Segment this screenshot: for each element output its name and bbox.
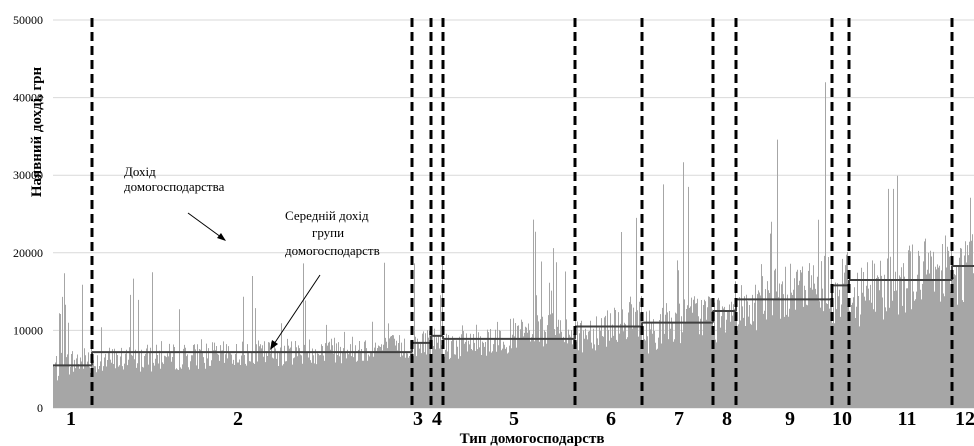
y-axis-title: Наявний дохді, грн <box>29 66 45 197</box>
group-label-5: 5 <box>509 408 519 430</box>
income-bars-group-8 <box>713 281 736 408</box>
y-tick-label: 30000 <box>13 168 43 182</box>
annotation-household-income-line-2: домогосподарства <box>124 179 225 194</box>
annotation-household-income-arrowhead <box>217 233 226 241</box>
y-tick-label: 50000 <box>13 13 43 27</box>
income-bars-group-12 <box>952 197 974 408</box>
annotation-group-mean-arrowhead <box>270 340 278 350</box>
group-label-8: 8 <box>722 408 732 430</box>
y-tick-label: 10000 <box>13 323 43 337</box>
income-bars-group-10 <box>832 252 849 408</box>
income-bars-group-4 <box>431 260 443 408</box>
income-bars-group-2 <box>92 262 412 408</box>
group-labels: 1 2 3 4 5 6 7 8 9 10 11 12 <box>66 408 974 430</box>
income-bars-group-3 <box>412 263 431 408</box>
y-tick-label: 40000 <box>13 91 43 105</box>
household-income-bars <box>53 82 974 408</box>
group-label-3: 3 <box>413 408 423 430</box>
income-bars-group-11 <box>849 175 952 408</box>
group-label-4: 4 <box>432 408 442 430</box>
group-label-12: 12 <box>955 408 974 430</box>
annotation-household-income-arrow <box>187 212 226 241</box>
y-tick-labels: 0 10000 20000 30000 40000 50000 <box>13 13 43 415</box>
y-tick-label: 20000 <box>13 246 43 260</box>
income-bars-group-7 <box>642 162 713 408</box>
group-mean-lines <box>53 264 974 367</box>
annotation-group-mean-line-3: домогосподарств <box>285 243 380 258</box>
group-dividers <box>90 18 954 410</box>
y-tick-label: 0 <box>37 401 43 415</box>
annotation-household-income-line-1: Дохід <box>124 164 156 179</box>
group-label-7: 7 <box>674 408 684 430</box>
group-label-9: 9 <box>785 408 795 430</box>
x-axis-title: Тип домогосподарств <box>460 431 605 446</box>
annotation-group-mean-line-2: групи <box>312 225 344 240</box>
group-label-6: 6 <box>606 408 616 430</box>
annotation-group-mean: Середній дохід групи домогосподарств <box>270 208 380 350</box>
income-bars-group-1 <box>53 273 92 408</box>
annotation-group-mean-arrow <box>271 274 321 348</box>
group-label-2: 2 <box>233 408 243 430</box>
income-bars-group-6 <box>575 217 642 408</box>
group-label-11: 11 <box>898 408 917 430</box>
income-bars-group-9 <box>736 82 832 408</box>
group-label-10: 10 <box>832 408 852 430</box>
group-label-1: 1 <box>66 408 76 430</box>
annotation-group-mean-line-1: Середній дохід <box>285 208 369 223</box>
income-bars-group-5 <box>443 219 575 408</box>
annotation-household-income: Дохід домогосподарства <box>124 164 226 241</box>
